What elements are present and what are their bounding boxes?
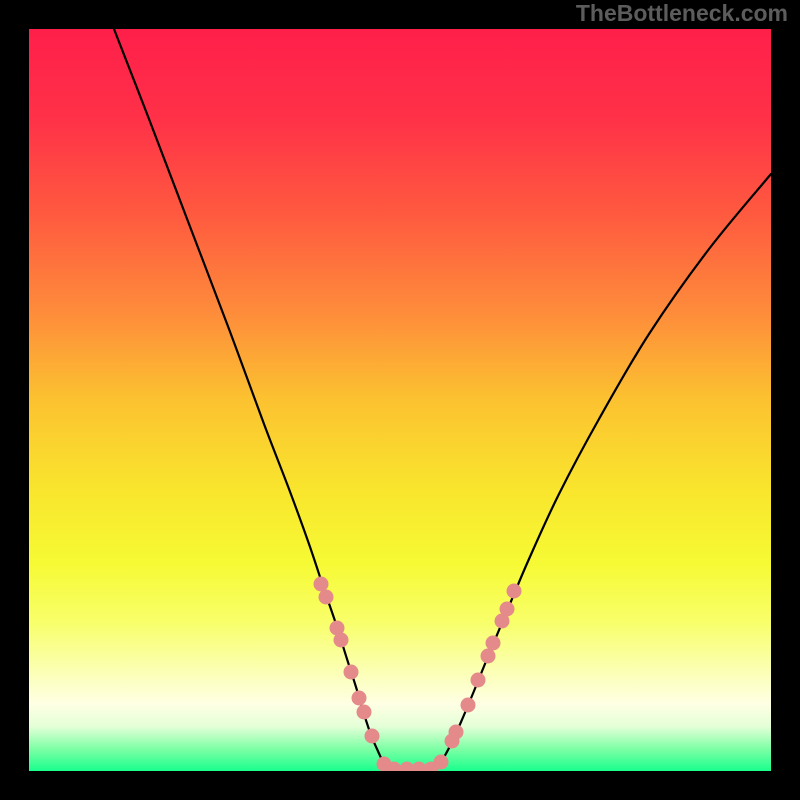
marker-point [500, 602, 515, 617]
marker-point [481, 649, 496, 664]
marker-point [471, 673, 486, 688]
marker-point [314, 577, 329, 592]
plot-area [29, 29, 771, 771]
marker-point [507, 584, 522, 599]
marker-point [352, 691, 367, 706]
marker-point [486, 636, 501, 651]
marker-point [357, 705, 372, 720]
marker-point [344, 665, 359, 680]
marker-point [319, 590, 334, 605]
marker-point [434, 755, 449, 770]
marker-point [461, 698, 476, 713]
chart-svg [29, 29, 771, 771]
marker-point [449, 725, 464, 740]
watermark-text: TheBottleneck.com [576, 0, 788, 27]
chart-container: TheBottleneck.com [0, 0, 800, 800]
marker-point [365, 729, 380, 744]
marker-point [334, 633, 349, 648]
